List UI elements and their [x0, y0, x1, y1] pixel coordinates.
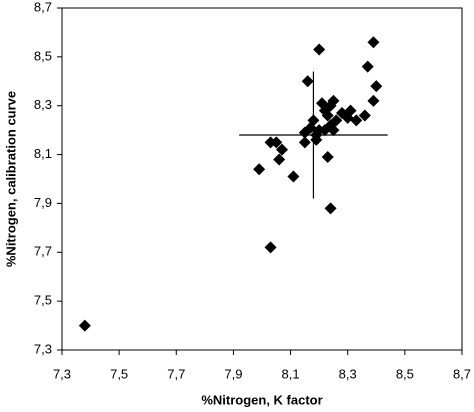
- point: [264, 241, 277, 254]
- x-tick-label: 7,9: [224, 366, 242, 381]
- point: [301, 75, 314, 88]
- y-tick-label: 8,7: [34, 0, 52, 14]
- point: [367, 36, 380, 49]
- y-axis-title: %Nitrogen, calibration curve: [3, 91, 18, 267]
- point: [324, 202, 337, 215]
- point: [318, 124, 331, 137]
- point: [370, 80, 383, 93]
- point: [361, 60, 374, 73]
- point: [270, 136, 283, 149]
- point: [367, 94, 380, 107]
- x-tick-label: 8,5: [396, 366, 414, 381]
- point: [276, 143, 288, 156]
- x-tick-label: 7,7: [167, 366, 185, 381]
- point: [298, 136, 311, 149]
- point: [273, 153, 286, 166]
- x-tick-label: 8,3: [339, 366, 357, 381]
- y-tick-label: 8,1: [34, 146, 52, 161]
- point: [327, 124, 340, 137]
- y-tick-label: 7,3: [34, 341, 52, 356]
- x-tick-label: 7,5: [110, 366, 128, 381]
- point: [321, 109, 334, 122]
- x-tick-label: 7,3: [53, 366, 71, 381]
- y-tick-label: 7,5: [34, 293, 52, 308]
- y-tick-label: 7,7: [34, 244, 52, 259]
- y-tick-label: 8,5: [34, 48, 52, 63]
- point: [327, 94, 340, 107]
- point: [358, 109, 371, 122]
- plot-frame: [61, 7, 463, 351]
- point: [350, 114, 363, 127]
- point: [313, 43, 326, 56]
- point: [321, 151, 334, 164]
- x-tick-label: 8,7: [453, 366, 471, 381]
- point: [78, 319, 91, 332]
- point: [341, 111, 354, 124]
- point: [330, 114, 343, 127]
- y-tick-label: 8,3: [34, 97, 52, 112]
- y-tick-label: 7,9: [34, 195, 52, 210]
- x-tick-label: 8,1: [282, 366, 300, 381]
- point: [287, 170, 300, 183]
- point: [253, 163, 266, 176]
- x-axis-title: %Nitrogen, K factor: [201, 392, 322, 407]
